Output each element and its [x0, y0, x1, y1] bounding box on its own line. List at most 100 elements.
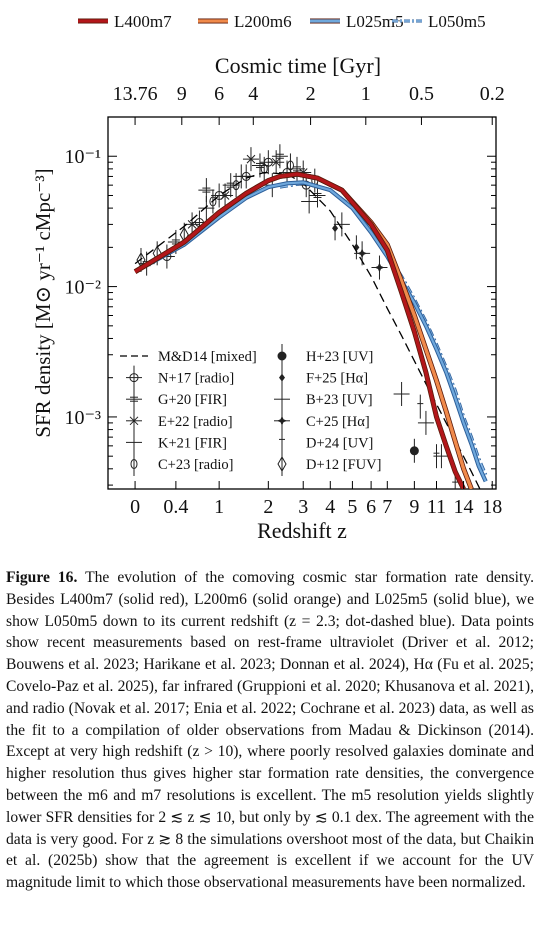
- marker-star: [277, 415, 287, 426]
- x-tick-label: 11: [427, 496, 446, 518]
- series-line-l400m7: [134, 172, 466, 489]
- marker-circle: [409, 446, 419, 456]
- legend-entry-d-12-fuv: D+12 [FUV]: [277, 452, 381, 476]
- legend-marker: [274, 408, 290, 433]
- data-point-e-22-radio: [217, 183, 234, 208]
- legend-label: G+20 [FIR]: [158, 392, 227, 408]
- legend-label: K+21 [FIR]: [158, 435, 227, 451]
- marker-circle: [232, 180, 240, 191]
- legend-marker: [279, 430, 285, 455]
- y-tick-label: 10⁻³: [64, 407, 101, 429]
- y-axis-label: SFR density [M⊙ yr⁻¹ cMpc⁻³]: [31, 168, 55, 437]
- legend-marker: [279, 365, 285, 390]
- marker-diamond: [279, 373, 285, 382]
- legend-label: L050m5: [428, 12, 486, 31]
- legend-entry-k-21-fir: K+21 [FIR]: [126, 430, 227, 455]
- marker-circle: [130, 459, 138, 469]
- legend-label: D+12 [FUV]: [306, 457, 381, 473]
- marker-diamond: [277, 455, 287, 473]
- series-line-l050m5: [279, 182, 487, 476]
- legend-entry-b-23-uv: B+23 [UV]: [274, 387, 373, 412]
- marker-circle: [260, 163, 268, 174]
- legend-label: L025m5: [346, 12, 404, 31]
- legend-entry-l200m6: L200m6: [198, 12, 292, 31]
- marker-stroke: [129, 416, 139, 426]
- y-tick-label: 10⁻¹: [64, 146, 101, 168]
- legend-entry-l400m7: L400m7: [78, 12, 172, 31]
- legend-marker: [126, 408, 142, 433]
- x-tick-label: 0.4: [163, 496, 188, 518]
- y-tick-label: 10⁻²: [64, 277, 101, 299]
- data-point-d-24-uv: [417, 394, 424, 419]
- data-point-k-21-fir: [198, 196, 215, 221]
- top-tick-label: 13.76: [113, 83, 158, 105]
- x-tick-label: 0: [130, 496, 140, 518]
- data-point-g-20-fir: [309, 183, 326, 208]
- data-point-f-25-h: [332, 216, 339, 241]
- legend-label: D+24 [UV]: [306, 435, 373, 451]
- x-tick-label: 5: [347, 496, 357, 518]
- legend-entry-f-25-h: F+25 [Hα]: [279, 365, 368, 390]
- legend-inner: M&D14 [mixed] N+17 [radio] G+20 [FIR] E+22 …: [120, 344, 381, 476]
- observations: [136, 144, 459, 489]
- marker-circle: [129, 373, 139, 383]
- x-tick-label: 1: [214, 496, 224, 518]
- data-point-b-23-uv: [393, 381, 410, 406]
- legend-label: E+22 [radio]: [158, 414, 233, 430]
- x-tick-label: 3: [298, 496, 308, 518]
- marker-diamond: [332, 224, 339, 233]
- top-tick-label: 6: [214, 83, 224, 105]
- marker-stroke: [187, 220, 197, 229]
- x-tick-label: 18: [482, 496, 502, 518]
- x-tick-label: 14: [454, 496, 474, 518]
- top-axis-label: Cosmic time [Gyr]: [215, 53, 381, 78]
- marker-star: [357, 248, 368, 259]
- data-point-h-23-uv: [409, 438, 419, 463]
- x-tick-label: 6: [366, 496, 376, 518]
- legend-entry-e-22-radio: E+22 [radio]: [126, 408, 233, 433]
- legend-marker: [274, 387, 290, 412]
- data-point-k-21-fir: [301, 189, 318, 214]
- data-point-g-20-fir: [271, 144, 288, 169]
- marker-circle: [286, 160, 294, 171]
- legend-entry-m-d14-mixed: M&D14 [mixed]: [120, 349, 257, 365]
- x-tick-label: 4: [325, 496, 335, 518]
- legend-marker: [277, 452, 287, 476]
- series-line-m-d14-mixed: [134, 171, 481, 489]
- legend-label: F+25 [Hα]: [306, 371, 368, 387]
- data-point-g-20-fir: [289, 156, 306, 181]
- marker-circle: [209, 196, 217, 207]
- legend-marker: [126, 387, 142, 412]
- legend-label: M&D14 [mixed]: [158, 349, 257, 365]
- legend-entry-l025m5: L025m5: [310, 12, 404, 31]
- y-axis-ticks: 10⁻³ 10⁻² 10⁻¹: [64, 116, 496, 486]
- caption-label: Figure 16.: [6, 569, 78, 586]
- legend-label: N+17 [radio]: [158, 371, 234, 387]
- data-point-e-22-radio: [242, 147, 259, 172]
- legend-top: L400m7 L200m6 L025m5 L050m5: [78, 12, 486, 31]
- marker-stroke: [271, 157, 281, 167]
- top-tick-label: 9: [177, 83, 187, 105]
- legend-entry-c-23-radio: C+23 [radio]: [130, 452, 233, 476]
- plot-area: [133, 144, 488, 489]
- data-point-e-22-radio: [268, 150, 285, 175]
- legend-marker: [126, 365, 142, 390]
- data-point-c-23-radio: [260, 156, 268, 181]
- legend-label: L200m6: [234, 12, 292, 31]
- x-axis-ticks: 0 0.4 1 2 3 4 5 6 7 9 11 14 18: [130, 481, 502, 518]
- legend-label: C+25 [Hα]: [306, 414, 370, 430]
- marker-star: [374, 262, 385, 273]
- x-tick-label: 7: [382, 496, 392, 518]
- legend-label: B+23 [UV]: [306, 392, 373, 408]
- x-axis-label: Redshift z: [257, 518, 347, 543]
- caption-text: The evolution of the comoving cosmic sta…: [6, 569, 535, 892]
- figure-chart: L400m7 L200m6 L025m5 L050m5 Cosmic time [Gy…: [31, 12, 505, 543]
- top-axis-ticks: 13.76 9 6 4 2 1 0.5 0.2: [113, 83, 505, 125]
- top-tick-label: 1: [361, 83, 371, 105]
- legend-entry-n-17-radio: N+17 [radio]: [126, 365, 234, 390]
- top-tick-label: 0.2: [480, 83, 505, 105]
- legend-entry-l050m5: L050m5: [392, 12, 486, 31]
- legend-entry-g-20-fir: G+20 [FIR]: [126, 387, 227, 412]
- x-tick-label: 2: [263, 496, 273, 518]
- legend-entry-c-25-h: C+25 [Hα]: [274, 408, 370, 433]
